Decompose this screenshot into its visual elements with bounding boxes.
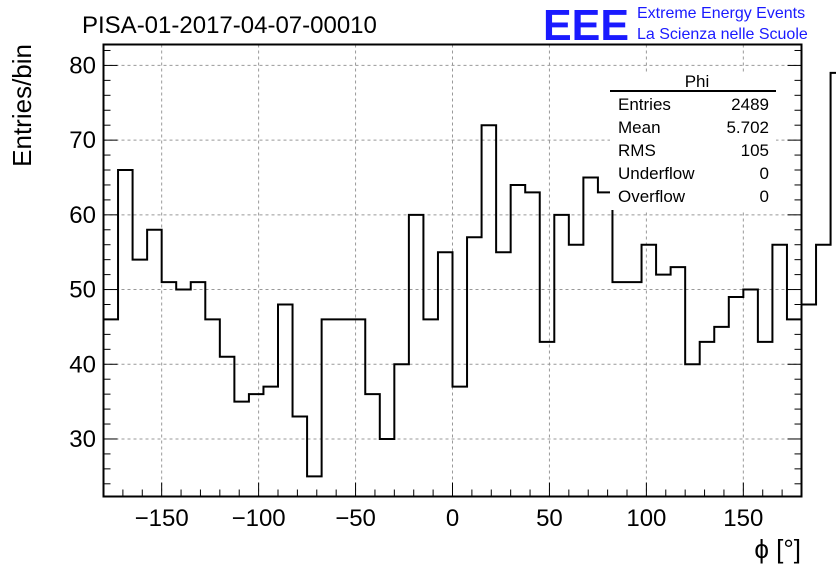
stats-value-mean: 5.702	[726, 118, 769, 137]
histogram-bin	[612, 282, 627, 496]
histogram-bin	[380, 439, 395, 497]
histogram-bin	[118, 170, 133, 496]
histogram-bin	[162, 282, 177, 496]
histogram-bin	[409, 215, 424, 497]
y-tick-label: 40	[69, 351, 96, 378]
histogram-bin	[234, 402, 249, 497]
histogram-bin	[685, 364, 700, 496]
histogram-bin	[336, 319, 351, 496]
histogram-bin	[656, 275, 671, 497]
histogram-bin	[671, 267, 686, 496]
stats-value-rms: 105	[741, 141, 769, 160]
x-tick-label: −100	[232, 505, 286, 532]
chart-title: PISA-01-2017-04-07-00010	[82, 12, 377, 39]
histogram-bin	[569, 245, 584, 497]
stats-label-overflow: Overflow	[618, 187, 686, 206]
y-tick-label: 70	[69, 127, 96, 154]
y-tick-label: 50	[69, 277, 96, 304]
histogram-bin	[322, 319, 337, 496]
histogram-bin	[176, 290, 191, 497]
histogram-bin	[554, 215, 569, 497]
histogram-bin	[816, 245, 831, 497]
histogram-bin	[831, 73, 836, 497]
histogram-bin	[714, 327, 729, 497]
histogram-bin	[438, 252, 453, 496]
stats-value-entries: 2489	[731, 95, 769, 114]
stats-box: Phi Entries 2489 Mean 5.702 RMS 105 Unde…	[610, 72, 776, 210]
stats-value-overflow: 0	[760, 187, 769, 206]
histogram-bin	[482, 125, 497, 496]
histogram-bin	[583, 177, 598, 496]
x-axis-label: ϕ [°]	[754, 534, 801, 564]
histogram-bin	[496, 252, 511, 496]
stats-value-underflow: 0	[760, 164, 769, 183]
stats-label-mean: Mean	[618, 118, 661, 137]
histogram-bin	[133, 260, 148, 497]
histogram-bin	[700, 342, 715, 497]
axis-ticks: −150 −100 −50 0 50 100 150 30 40 50 60 70 80	[69, 49, 802, 532]
histogram-bin	[627, 282, 642, 496]
stats-label-rms: RMS	[618, 141, 656, 160]
stats-box-title: Phi	[685, 72, 710, 91]
x-tick-label: −150	[135, 505, 189, 532]
histogram-bin	[598, 192, 613, 496]
histogram-bin	[540, 342, 555, 497]
histogram-bin	[787, 319, 802, 496]
stats-box-background	[610, 72, 776, 210]
histogram-bin	[394, 364, 409, 496]
histogram-bars	[103, 71, 836, 497]
x-tick-label: 50	[536, 505, 563, 532]
histogram-bin	[511, 185, 526, 497]
histogram-bin	[249, 394, 264, 496]
y-tick-label: 80	[69, 52, 96, 79]
y-tick-label: 30	[69, 426, 96, 453]
histogram-bin	[453, 387, 468, 497]
eee-logo: EEE Extreme Energy Events La Scienza nel…	[543, 1, 808, 50]
histogram-bin	[423, 319, 438, 496]
histogram-bin	[351, 319, 366, 496]
x-tick-label: 0	[446, 505, 459, 532]
histogram-bin	[467, 237, 482, 496]
x-tick-label: 150	[723, 505, 763, 532]
x-tick-label: −50	[335, 505, 376, 532]
logo-line2: La Scienza nelle Scuole	[637, 26, 808, 43]
histogram-bin	[191, 282, 206, 496]
histogram-bin	[104, 319, 119, 496]
histogram-bin	[525, 192, 540, 496]
histogram-bin	[278, 304, 293, 496]
histogram-bin	[642, 245, 657, 497]
histogram-bin	[802, 304, 817, 496]
histogram-bin	[147, 230, 162, 497]
stats-label-entries: Entries	[618, 95, 671, 114]
histogram-bin	[307, 476, 322, 496]
x-tick-label: 100	[626, 505, 666, 532]
logo-mark: EEE	[543, 1, 629, 50]
histogram-bin	[220, 357, 235, 497]
histogram-bin	[729, 297, 744, 496]
y-axis-label: Entries/bin	[7, 44, 37, 167]
histogram-bin	[205, 319, 220, 496]
stats-label-underflow: Underflow	[618, 164, 695, 183]
y-tick-label: 60	[69, 202, 96, 229]
histogram-bin	[365, 394, 380, 496]
histogram-bin	[772, 245, 787, 497]
histogram-bin	[263, 387, 278, 497]
histogram-bin	[758, 342, 773, 497]
histogram-bin	[743, 290, 758, 497]
logo-line1: Extreme Energy Events	[637, 5, 805, 22]
histogram-outline	[103, 71, 836, 478]
histogram-bin	[293, 417, 308, 497]
